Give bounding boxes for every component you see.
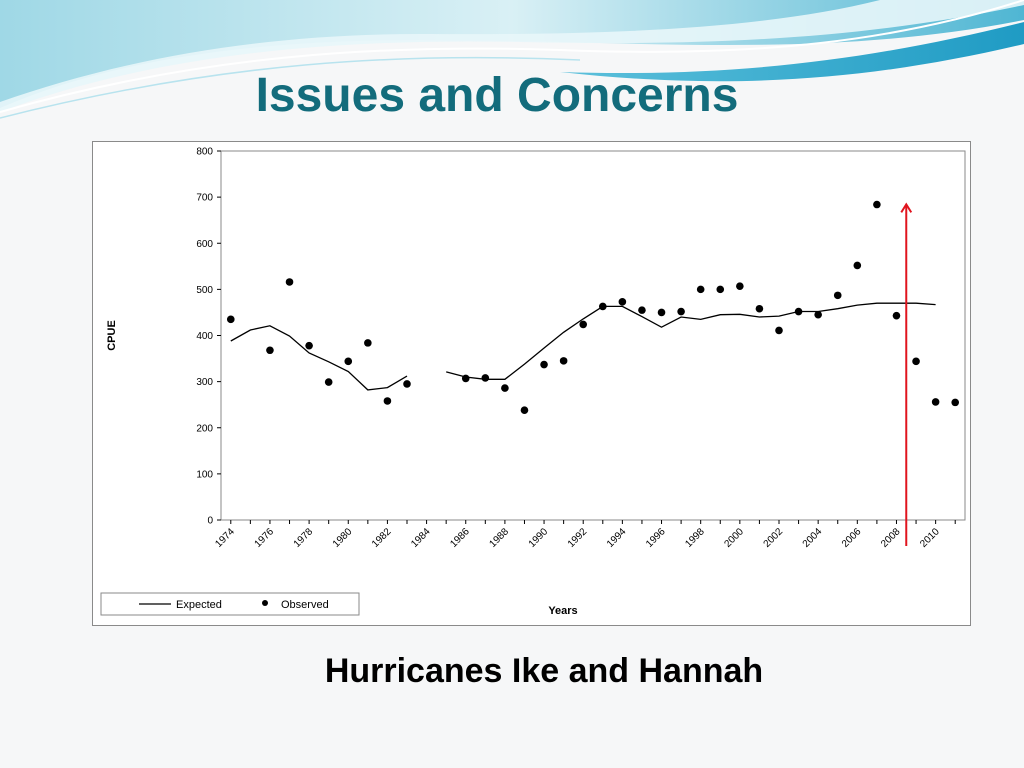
legend-observed-label: Observed xyxy=(281,599,329,611)
slide-caption: Hurricanes Ike and Hannah xyxy=(324,652,764,690)
observed-point xyxy=(951,398,960,407)
y-axis-title: CPUE xyxy=(106,320,118,351)
observed-point xyxy=(226,315,235,324)
observed-point xyxy=(305,341,313,350)
observed-point xyxy=(833,291,842,300)
y-tick-label: 700 xyxy=(196,193,213,204)
x-tick-label: 1984 xyxy=(409,526,433,550)
plot-area-border xyxy=(220,150,966,521)
x-tick-label: 2010 xyxy=(918,526,942,550)
observed-point xyxy=(383,397,392,405)
x-tick-label: 2004 xyxy=(801,526,825,550)
observed-point xyxy=(775,326,783,335)
observed-point xyxy=(892,311,901,320)
observed-point xyxy=(873,200,881,209)
expected-series-line xyxy=(230,325,408,391)
x-tick-label: 1988 xyxy=(488,526,512,550)
observed-point xyxy=(716,285,725,294)
observed-point xyxy=(736,282,744,290)
x-tick-label: 1974 xyxy=(213,526,237,550)
x-tick-label: 1990 xyxy=(527,526,551,550)
expected-series-line xyxy=(446,302,936,380)
x-tick-label: 2006 xyxy=(840,526,864,550)
x-tick-label: 1998 xyxy=(683,526,707,550)
legend-expected-label: Expected xyxy=(176,599,222,611)
observed-point xyxy=(501,384,509,392)
observed-point xyxy=(755,304,764,313)
slide-title: Issues and Concerns xyxy=(255,69,739,122)
hurricane-arrow-head xyxy=(900,202,913,213)
x-tick-label: 1996 xyxy=(644,526,668,550)
x-tick-label: 2000 xyxy=(722,526,746,550)
observed-point xyxy=(814,310,822,319)
legend-observed-swatch xyxy=(262,600,268,606)
x-tick-label: 1986 xyxy=(448,526,472,550)
observed-point xyxy=(403,380,411,388)
observed-point xyxy=(638,306,646,314)
observed-point xyxy=(344,357,353,366)
observed-point xyxy=(540,360,548,369)
observed-point xyxy=(364,339,372,347)
y-tick-label: 800 xyxy=(196,147,213,158)
observed-point xyxy=(853,261,862,270)
y-tick-label: 400 xyxy=(196,331,213,342)
observed-point xyxy=(579,320,588,329)
x-tick-label: 2002 xyxy=(762,526,786,550)
observed-point xyxy=(559,357,568,365)
observed-point xyxy=(794,307,803,316)
observed-point xyxy=(598,302,607,311)
observed-point xyxy=(618,298,627,306)
legend-box xyxy=(100,592,360,616)
y-tick-label: 300 xyxy=(196,377,213,388)
observed-point xyxy=(520,406,529,415)
x-tick-label: 2008 xyxy=(879,526,903,550)
x-tick-label: 1992 xyxy=(566,526,590,550)
observed-point xyxy=(931,398,940,406)
x-tick-label: 1980 xyxy=(331,526,355,550)
observed-point xyxy=(324,378,333,386)
y-tick-label: 0 xyxy=(207,516,213,527)
observed-point xyxy=(481,374,490,382)
observed-point xyxy=(266,346,274,355)
header-swoosh-decoration xyxy=(0,0,1024,119)
x-tick-label: 1982 xyxy=(370,526,394,550)
observed-point xyxy=(285,278,294,286)
y-tick-label: 500 xyxy=(196,285,213,296)
observed-point xyxy=(657,308,666,317)
chart-frame: 0 100 200 300 400 500 600 700 800 1974 1976 1978 198… xyxy=(92,141,971,626)
x-tick-label: 1978 xyxy=(292,526,316,550)
observed-point xyxy=(461,374,470,383)
y-tick-label: 600 xyxy=(196,239,213,250)
observed-point xyxy=(696,285,705,294)
observed-point xyxy=(912,357,920,366)
y-tick-label: 200 xyxy=(196,423,213,434)
x-tick-label: 1976 xyxy=(253,526,277,550)
x-tick-label: 1994 xyxy=(605,526,629,550)
x-axis-title: Years xyxy=(548,605,577,617)
observed-point xyxy=(677,307,685,316)
y-tick-label: 100 xyxy=(196,469,213,480)
cpue-chart: 0 100 200 300 400 500 600 700 800 1974 1976 1978 198… xyxy=(100,147,966,617)
